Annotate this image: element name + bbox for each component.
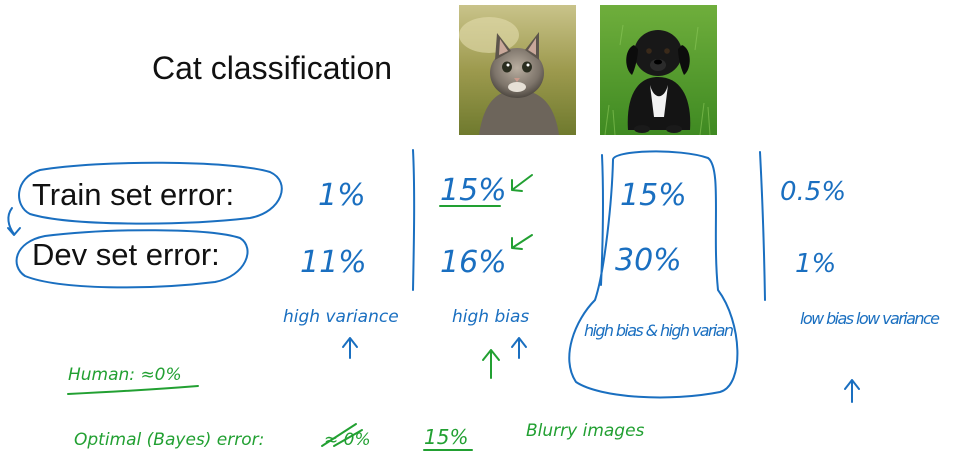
strike-through bbox=[321, 423, 363, 447]
note-high-bias: high bias bbox=[452, 307, 529, 327]
dev-set-error-label: Dev set error: bbox=[32, 237, 220, 272]
column-3-loop bbox=[568, 150, 739, 399]
arrow-up-high-variance bbox=[342, 337, 358, 359]
kitten-photo bbox=[459, 5, 576, 135]
dev-label-circle bbox=[15, 229, 249, 289]
column-divider-1 bbox=[412, 149, 416, 291]
optimal-error-label: Optimal (Bayes) error: bbox=[74, 430, 264, 450]
human-underline bbox=[67, 385, 199, 395]
train-label-circle bbox=[18, 161, 283, 225]
arrow-up-high-bias-blue bbox=[511, 337, 527, 359]
blurry-images-note: Blurry images bbox=[526, 421, 645, 441]
slide-title: Cat classification bbox=[152, 50, 393, 86]
green-arrow-train bbox=[511, 174, 533, 192]
note-high-bias-high-variance: high bias & high varian bbox=[584, 321, 734, 340]
train-set-error-label: Train set error: bbox=[32, 177, 235, 212]
arrow-up-low-bias bbox=[844, 379, 860, 403]
col2-dev: 16% bbox=[440, 245, 507, 280]
green-arrow-dev bbox=[511, 234, 533, 250]
optimal-error-value: 15% bbox=[424, 425, 468, 449]
column-divider-3 bbox=[759, 151, 766, 301]
col4-dev: 1% bbox=[795, 249, 836, 279]
human-error-note: Human: ≈0% bbox=[68, 365, 182, 385]
arrow-up-high-bias-green bbox=[482, 349, 500, 379]
col4-train: 0.5% bbox=[780, 177, 846, 207]
puppy-photo bbox=[600, 5, 717, 135]
col2-train: 15% bbox=[440, 173, 507, 208]
note-low-bias-low-variance: low bias low variance bbox=[800, 309, 940, 328]
col3-train: 15% bbox=[620, 178, 687, 213]
col1-dev: 11% bbox=[300, 245, 367, 280]
col1-train: 1% bbox=[318, 178, 366, 213]
col3-dev: 30% bbox=[615, 243, 682, 278]
optimal-struck-value: ≈ 0% bbox=[324, 430, 371, 450]
note-high-variance: high variance bbox=[283, 307, 399, 327]
